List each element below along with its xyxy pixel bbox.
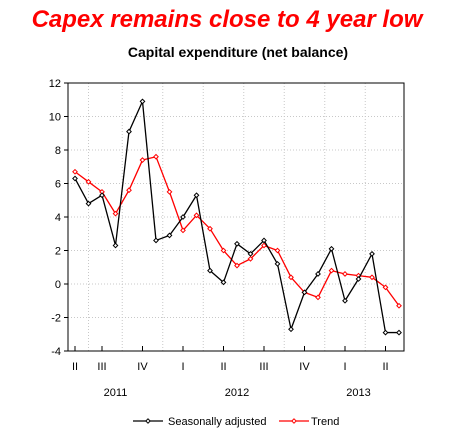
data-point — [72, 175, 78, 182]
data-point — [234, 262, 240, 269]
data-point — [234, 240, 240, 247]
data-point — [220, 279, 227, 286]
legend-label: Trend — [311, 416, 339, 428]
gridlines — [68, 83, 404, 351]
x-quarter-label: III — [97, 361, 106, 373]
data-point — [369, 250, 375, 257]
data-point — [180, 227, 186, 234]
y-tick-label: -4 — [51, 346, 61, 358]
x-quarter-label: II — [220, 361, 226, 373]
y-tick-label: 2 — [55, 246, 61, 258]
data-point — [301, 289, 308, 296]
data-point — [396, 302, 402, 309]
headline: Capex remains close to 4 year low — [32, 6, 424, 33]
y-tick-label: 0 — [55, 279, 61, 291]
data-point — [126, 128, 132, 135]
data-point — [382, 284, 389, 291]
data-point — [85, 178, 92, 185]
series-seasonally-adjusted — [72, 98, 402, 336]
data-point — [315, 271, 321, 277]
data-point — [207, 267, 213, 274]
y-tick-label: 4 — [55, 212, 61, 224]
x-quarter-label: I — [181, 361, 184, 373]
series-layer — [72, 98, 402, 336]
data-point — [139, 157, 146, 163]
legend-swatch-marker — [291, 418, 297, 424]
legend-label: Seasonally adjusted — [168, 416, 266, 428]
x-quarter-label: III — [259, 361, 268, 373]
x-quarter-label: IV — [299, 361, 310, 373]
x-year-label: 2013 — [346, 387, 370, 399]
data-point — [247, 255, 254, 262]
data-point — [342, 297, 348, 304]
data-point — [396, 329, 402, 336]
chart-title: Capital expenditure (net balance) — [128, 44, 348, 60]
x-quarter-label: II — [72, 361, 78, 373]
data-point — [261, 237, 267, 244]
data-point — [99, 192, 105, 199]
data-point — [193, 212, 200, 219]
legend-swatch-marker — [145, 418, 151, 424]
data-point — [72, 168, 78, 175]
data-point — [139, 98, 146, 105]
data-point — [126, 187, 132, 194]
y-tick-label: 6 — [55, 179, 61, 191]
y-tick-label: 12 — [49, 78, 61, 90]
x-quarter-label: IV — [137, 361, 148, 373]
data-point — [153, 153, 159, 160]
data-point — [288, 274, 294, 281]
data-point — [342, 271, 348, 277]
x-quarter-label: I — [343, 361, 346, 373]
x-year-label: 2011 — [104, 387, 128, 399]
y-tick-label: -2 — [51, 313, 61, 325]
data-point — [274, 260, 281, 267]
data-point — [315, 294, 321, 301]
data-point — [382, 329, 389, 336]
data-point — [166, 232, 173, 239]
x-quarter-label: II — [382, 361, 388, 373]
x-year-label: 2012 — [225, 387, 249, 399]
data-point — [166, 188, 173, 195]
y-axis: -4 -2 0 2 4 6 8 10 12 — [49, 78, 68, 358]
legend-item-seasonally-adjusted: Seasonally adjusted — [133, 416, 266, 428]
data-point — [193, 192, 200, 199]
data-point — [328, 267, 335, 274]
y-tick-label: 10 — [49, 112, 61, 124]
y-tick-label: 8 — [55, 145, 61, 157]
legend: Seasonally adjusted Trend — [133, 416, 339, 428]
data-point — [288, 326, 294, 333]
data-point — [153, 237, 159, 244]
data-point — [369, 274, 375, 281]
data-point — [328, 245, 335, 252]
data-point — [180, 214, 186, 220]
data-point — [355, 276, 362, 282]
data-point — [85, 200, 92, 207]
data-point — [220, 247, 227, 254]
data-point — [112, 242, 119, 249]
legend-item-trend: Trend — [279, 416, 339, 428]
data-point — [207, 225, 213, 232]
data-point — [247, 250, 254, 257]
data-point — [274, 247, 281, 254]
data-point — [261, 242, 267, 249]
data-point — [112, 210, 119, 217]
